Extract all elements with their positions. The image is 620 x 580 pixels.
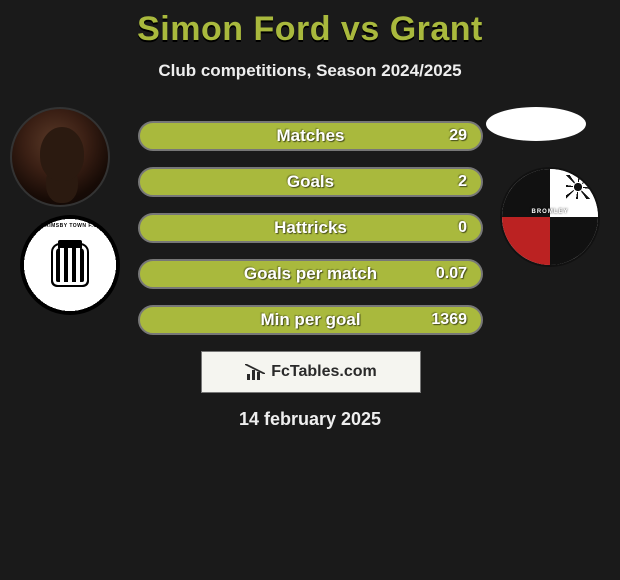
stat-value: 2	[458, 173, 467, 191]
player-left-photo	[10, 107, 110, 207]
page-title: Simon Ford vs Grant	[0, 0, 620, 49]
chart-icon	[245, 364, 265, 380]
source-attribution[interactable]: FcTables.com	[201, 351, 421, 393]
stat-row-mpg: Min per goal 1369	[138, 305, 483, 335]
stat-label: Hattricks	[274, 218, 347, 238]
stat-value: 1369	[431, 311, 467, 329]
stat-value: 0.07	[436, 265, 467, 283]
stat-label: Goals per match	[244, 264, 377, 284]
stat-row-matches: Matches 29	[138, 121, 483, 151]
page-subtitle: Club competitions, Season 2024/2025	[0, 61, 620, 81]
stat-row-goals: Goals 2	[138, 167, 483, 197]
stats-bars: Matches 29 Goals 2 Hattricks 0 Goals per…	[138, 121, 483, 351]
stat-label: Goals	[287, 172, 334, 192]
stat-label: Min per goal	[260, 310, 360, 330]
stat-value: 0	[458, 219, 467, 237]
stat-label: Matches	[276, 126, 344, 146]
club-badge-left	[20, 215, 120, 315]
club-badge-right: BROMLEY	[500, 167, 600, 267]
stat-row-gpm: Goals per match 0.07	[138, 259, 483, 289]
player-right-photo	[486, 107, 586, 141]
comparison-card: Simon Ford vs Grant Club competitions, S…	[0, 0, 620, 580]
date-label: 14 february 2025	[0, 409, 620, 430]
source-label: FcTables.com	[271, 363, 377, 381]
stat-value: 29	[449, 127, 467, 145]
stat-row-hattricks: Hattricks 0	[138, 213, 483, 243]
